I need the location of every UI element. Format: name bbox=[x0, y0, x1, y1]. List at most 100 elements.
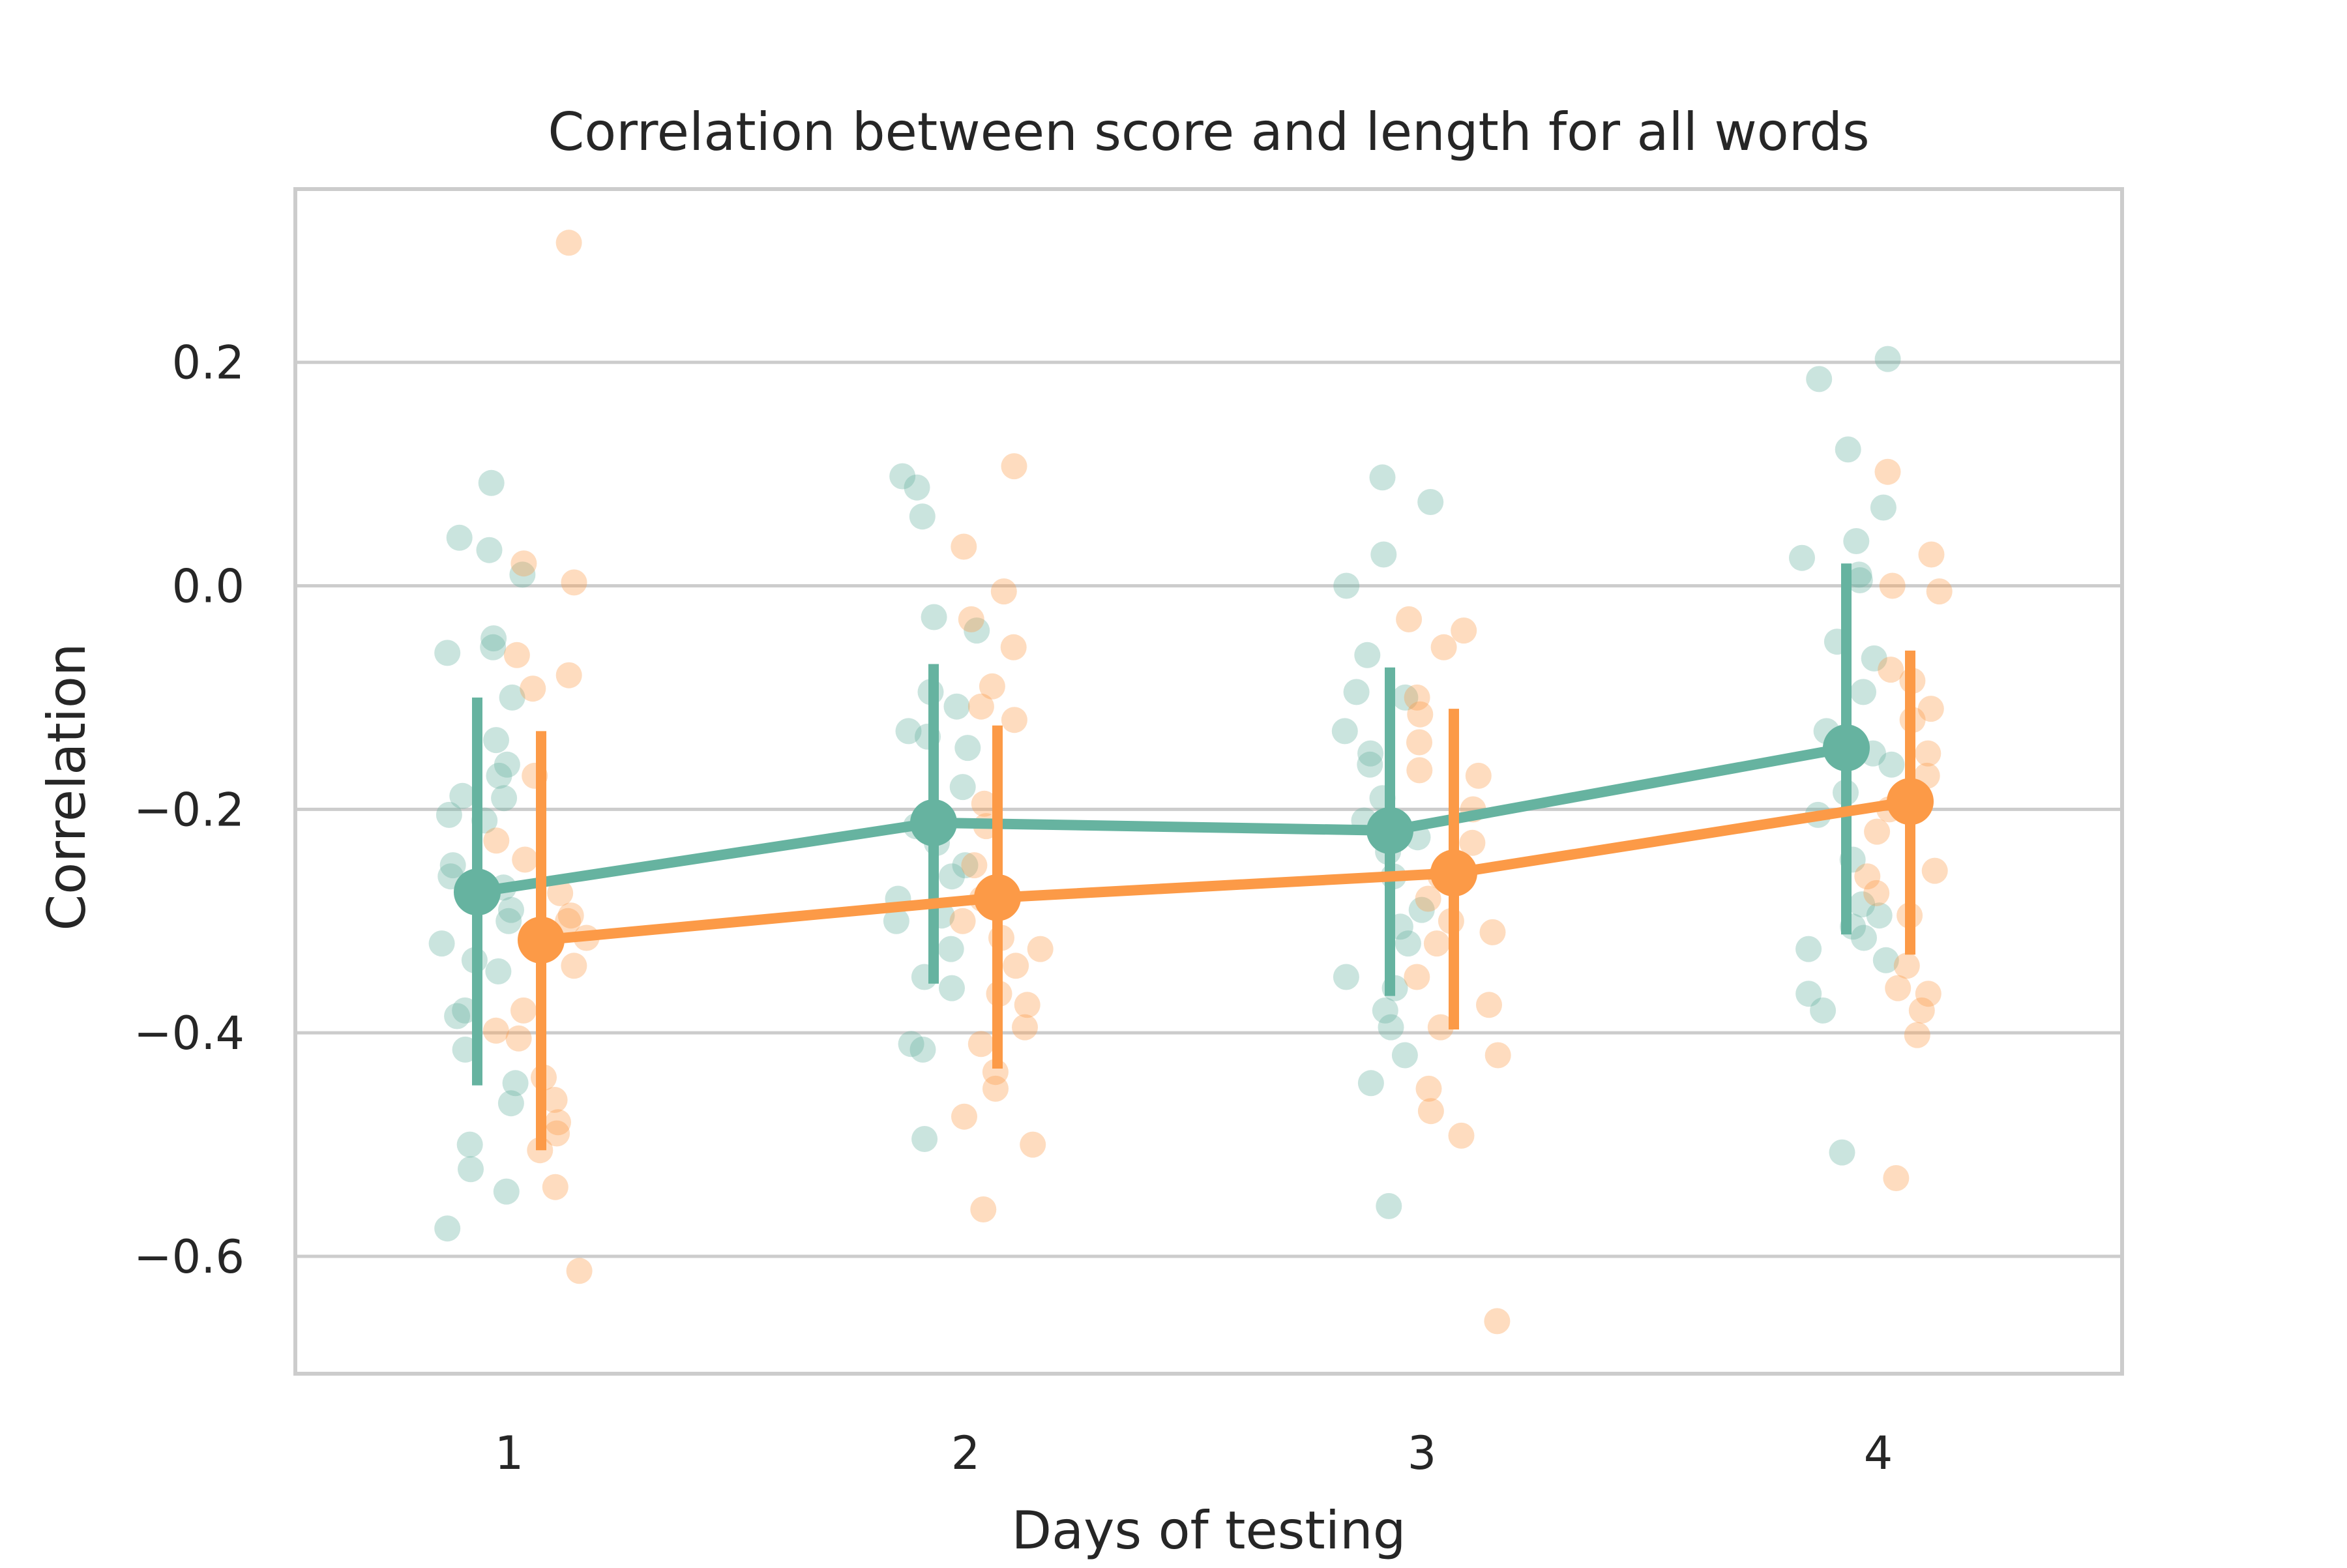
jitter-point bbox=[911, 1126, 938, 1152]
jitter-point bbox=[909, 503, 936, 530]
jitter-point bbox=[458, 1156, 484, 1183]
jitter-point bbox=[1918, 541, 1945, 568]
jitter-point bbox=[1476, 992, 1502, 1018]
jitter-point bbox=[1915, 981, 1941, 1007]
jitter-point bbox=[1408, 896, 1435, 923]
jitter-point bbox=[1851, 925, 1877, 951]
x-axis-label: Days of testing bbox=[1012, 1500, 1406, 1561]
jitter-point bbox=[1829, 1139, 1855, 1166]
jitter-point bbox=[555, 908, 582, 934]
jitter-point bbox=[495, 908, 522, 934]
jitter-point bbox=[1879, 572, 1906, 599]
jitter-point bbox=[485, 958, 512, 984]
y-axis-label: Correlation bbox=[37, 643, 97, 930]
jitter-point bbox=[1357, 740, 1384, 767]
jitter-point bbox=[909, 1036, 936, 1063]
jitter-point bbox=[446, 524, 473, 551]
jitter-point bbox=[1448, 1122, 1475, 1149]
jitter-point bbox=[482, 1017, 509, 1044]
jitter-point bbox=[1354, 642, 1381, 668]
jitter-point bbox=[971, 790, 997, 817]
jitter-point bbox=[1459, 829, 1486, 856]
jitter-point bbox=[502, 1070, 529, 1097]
jitter-point bbox=[561, 953, 587, 979]
jitter-point bbox=[480, 625, 507, 652]
jitter-point bbox=[434, 640, 461, 666]
jitter-point bbox=[979, 673, 1005, 700]
jitter-point bbox=[1404, 964, 1430, 990]
y-tick-label: 0.0 bbox=[172, 560, 244, 614]
jitter-point bbox=[480, 634, 507, 660]
y-tick-label: −0.4 bbox=[134, 1007, 244, 1060]
jitter-point bbox=[1003, 953, 1029, 979]
jitter-point bbox=[939, 863, 965, 890]
jitter-point bbox=[990, 578, 1017, 605]
jitter-point bbox=[970, 1196, 997, 1222]
jitter-point bbox=[478, 469, 505, 496]
jitter-point bbox=[520, 675, 546, 702]
jitter-point bbox=[444, 1003, 471, 1029]
jitter-point bbox=[1795, 981, 1822, 1007]
series-mean-line bbox=[540, 796, 1912, 945]
jitter-point bbox=[1001, 453, 1027, 480]
jitter-point bbox=[1465, 762, 1492, 789]
y-tick-label: 0.2 bbox=[172, 336, 244, 390]
jitter-point bbox=[1333, 964, 1359, 990]
series-mean-line bbox=[476, 743, 1848, 898]
y-tick-labels: 0.2 0.0 −0.2 −0.4 −0.6 bbox=[134, 336, 244, 1284]
jitter-point bbox=[544, 1120, 570, 1147]
jitter-points bbox=[428, 229, 1953, 1335]
jitter-point bbox=[1874, 346, 1901, 372]
jitter-point bbox=[1014, 992, 1041, 1018]
jitter-point bbox=[949, 908, 976, 934]
jitter-point bbox=[503, 642, 530, 668]
jitter-point bbox=[1870, 494, 1897, 521]
jitter-point bbox=[1000, 634, 1027, 660]
jitter-point bbox=[1835, 436, 1861, 463]
jitter-point bbox=[954, 735, 981, 762]
jitter-point bbox=[952, 852, 979, 879]
jitter-point bbox=[1915, 740, 1941, 767]
jitter-point bbox=[883, 908, 909, 934]
mean-marker bbox=[1366, 806, 1413, 854]
jitter-point bbox=[958, 606, 984, 632]
jitter-point bbox=[937, 936, 964, 962]
jitter-point bbox=[1391, 1042, 1418, 1069]
jitter-point bbox=[1404, 684, 1430, 711]
jitter-point bbox=[547, 880, 574, 906]
jitter-point bbox=[1378, 1014, 1404, 1041]
chart-title: Correlation between score and length for… bbox=[548, 102, 1869, 162]
jitter-point bbox=[1395, 930, 1421, 957]
jitter-point bbox=[428, 930, 455, 957]
jitter-point bbox=[1407, 701, 1434, 728]
jitter-point bbox=[566, 1258, 593, 1284]
jitter-point bbox=[555, 229, 582, 256]
jitter-point bbox=[949, 774, 976, 801]
jitter-point bbox=[1864, 818, 1891, 845]
jitter-point bbox=[982, 1075, 1009, 1102]
jitter-point bbox=[1369, 464, 1396, 491]
jitter-point bbox=[964, 617, 990, 644]
mean-marker bbox=[1887, 778, 1934, 825]
jitter-point bbox=[1917, 696, 1944, 722]
jitter-point bbox=[510, 997, 537, 1024]
jitter-point bbox=[545, 1109, 571, 1136]
jitter-point bbox=[1479, 919, 1506, 945]
jitter-point bbox=[1846, 561, 1872, 588]
jitter-point bbox=[1415, 885, 1441, 912]
mean-marker bbox=[454, 868, 501, 916]
jitter-point bbox=[439, 852, 466, 879]
jitter-point bbox=[499, 684, 525, 711]
jitter-point bbox=[449, 782, 476, 809]
jitter-point bbox=[476, 537, 503, 563]
jitter-point bbox=[939, 975, 965, 1001]
jitter-point bbox=[494, 751, 520, 778]
y-tick-label: −0.2 bbox=[134, 783, 244, 836]
jitter-point bbox=[951, 533, 977, 560]
jitter-point bbox=[1893, 953, 1920, 979]
jitter-point bbox=[1343, 679, 1370, 705]
jitter-point bbox=[951, 1103, 977, 1130]
jitter-point bbox=[1357, 751, 1383, 778]
